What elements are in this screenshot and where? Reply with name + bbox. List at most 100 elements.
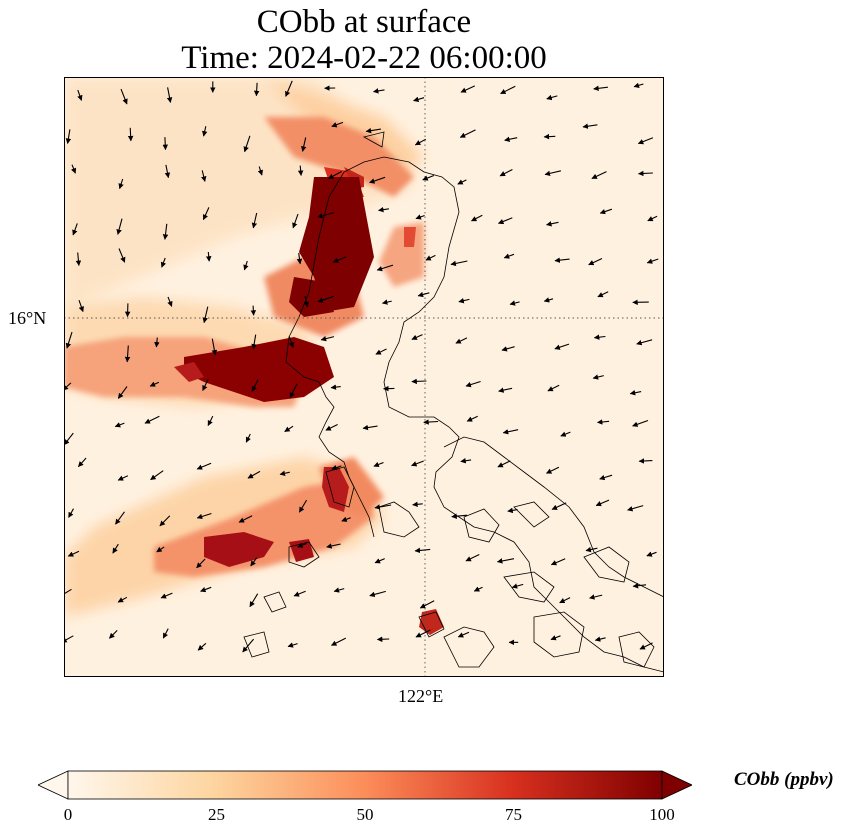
wind-vector-arrow xyxy=(450,260,468,267)
wind-vector-arrow xyxy=(116,218,123,235)
wind-vector-arrow xyxy=(243,135,251,153)
longitude-tick-label: 122°E xyxy=(398,686,444,706)
wind-vector-arrow xyxy=(419,600,435,609)
wind-vector-arrow xyxy=(197,642,207,651)
wind-vector-arrow xyxy=(149,381,160,387)
wind-vector-arrow xyxy=(303,296,310,308)
wind-vector-arrow xyxy=(415,214,425,220)
wind-vector-arrow xyxy=(374,558,385,564)
wind-vector-arrow xyxy=(411,378,427,385)
wind-vector-arrow xyxy=(471,214,483,222)
wind-vector-arrow xyxy=(560,431,571,437)
wind-vector-arrow xyxy=(551,502,567,510)
wind-vector-arrow xyxy=(326,543,341,549)
wind-vector-arrow xyxy=(647,215,658,222)
map-title-line1: CObb at surface xyxy=(256,4,472,40)
wind-vector-arrow xyxy=(202,126,208,137)
wind-vector-arrow xyxy=(546,466,560,474)
wind-vector-arrow xyxy=(317,295,335,303)
wind-vector-arrow xyxy=(632,582,647,589)
wind-vector-arrow xyxy=(636,339,653,346)
wind-vector-arrow xyxy=(160,592,173,599)
wind-vector-arrow xyxy=(451,513,468,519)
wind-vector-arrow xyxy=(150,470,164,481)
wind-vector-arrow xyxy=(646,258,659,264)
wind-vector-arrow xyxy=(627,505,644,512)
wind-vector-arrow xyxy=(118,248,126,263)
map-title-line2: Time: 2024-02-22 06:00:00 xyxy=(181,40,547,76)
wind-vector-arrow xyxy=(375,348,387,355)
wind-vector-arrow xyxy=(546,221,559,227)
wind-vector-arrow xyxy=(637,137,654,145)
wind-vector-arrow xyxy=(245,433,251,443)
wind-vector-arrow xyxy=(559,597,571,604)
wind-vector-arrow xyxy=(369,176,386,184)
wind-vectors xyxy=(64,80,659,653)
wind-vector-arrow xyxy=(247,470,261,479)
wind-vector-arrow xyxy=(114,422,125,428)
wind-vector-arrow xyxy=(547,384,560,392)
wind-vector-arrow xyxy=(639,642,653,650)
wind-vector-arrow xyxy=(595,499,610,507)
wind-vector-arrow xyxy=(378,206,389,213)
wind-vector-arrow xyxy=(64,432,74,446)
wind-vector-arrow xyxy=(597,291,609,298)
wind-vector-arrow xyxy=(637,170,653,177)
wind-vector-arrow xyxy=(629,390,642,396)
wind-vector-arrow xyxy=(503,253,515,259)
wind-vector-arrow xyxy=(200,586,212,593)
wind-vector-arrow xyxy=(65,129,72,144)
wind-vector-arrow xyxy=(257,166,264,176)
wind-vector-arrow xyxy=(550,558,566,566)
wind-vector-arrow xyxy=(196,558,206,569)
wind-vector-arrow xyxy=(243,260,249,271)
wind-vector-arrow xyxy=(594,636,606,642)
map-frame xyxy=(64,77,664,677)
wind-vector-arrow xyxy=(317,212,335,219)
wind-vector-arrow xyxy=(589,594,603,600)
wind-vector-arrow xyxy=(301,137,307,152)
wind-vector-arrow xyxy=(465,380,481,388)
wind-vector-arrow xyxy=(297,165,304,176)
wind-vector-arrow xyxy=(118,178,124,190)
colorbar-tick-label: 25 xyxy=(208,805,225,824)
wind-vector-arrow xyxy=(298,499,308,513)
wind-vector-arrow xyxy=(412,501,423,508)
wind-vector-arrow xyxy=(327,171,342,180)
wind-vector-arrow xyxy=(65,331,73,349)
wind-vector-arrow xyxy=(473,586,483,592)
colorbar xyxy=(38,770,692,800)
wind-vector-arrow xyxy=(374,504,392,510)
wind-vector-arrow xyxy=(369,590,386,598)
wind-vector-arrow xyxy=(554,257,570,263)
wind-vector-arrow xyxy=(162,137,169,151)
wind-vector-arrow xyxy=(124,345,131,363)
wind-vector-arrow xyxy=(414,547,431,554)
wind-vector-arrow xyxy=(496,558,515,564)
wind-vector-arrow xyxy=(156,546,165,553)
latitude-tick-label: 16°N xyxy=(8,308,47,328)
wind-vector-arrow xyxy=(425,254,436,261)
wind-vector-arrow xyxy=(78,300,84,313)
wind-vector-arrow xyxy=(115,511,125,525)
wind-vector-arrow xyxy=(77,457,87,468)
wind-vector-arrow xyxy=(242,638,255,653)
wind-vector-arrow xyxy=(593,334,606,340)
wind-vector-arrow xyxy=(160,257,167,268)
wind-vector-arrow xyxy=(365,127,381,134)
wind-vector-arrow xyxy=(167,296,173,307)
wind-vector-arrow xyxy=(64,635,74,643)
colorbar-tick-label: 75 xyxy=(505,805,522,824)
colorbar-extend-high xyxy=(661,770,692,800)
wind-vector-arrow xyxy=(599,474,613,481)
wind-vector-arrow xyxy=(202,378,209,391)
wind-vector-arrow xyxy=(411,334,423,340)
wind-vector-arrow xyxy=(543,133,556,140)
wind-vector-arrow xyxy=(67,550,80,557)
wind-vector-arrow xyxy=(422,174,435,181)
wind-vector-arrow xyxy=(162,628,169,639)
wind-vector-arrow xyxy=(68,508,74,518)
wind-vector-arrow xyxy=(546,94,558,101)
wind-vector-arrow xyxy=(457,179,467,185)
wind-vector-arrow xyxy=(207,415,214,426)
